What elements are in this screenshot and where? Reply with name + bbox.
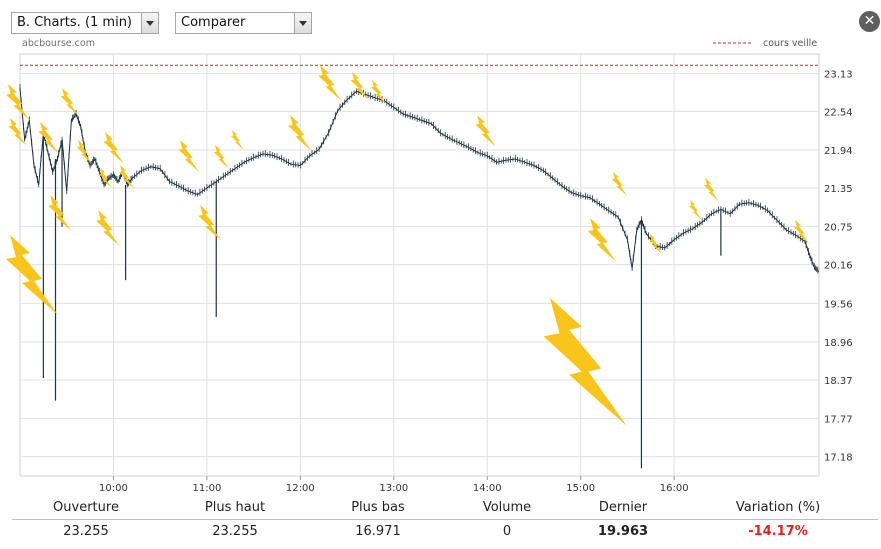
compare-select-value: Comparer [181,15,246,30]
lightning-icon [103,132,125,164]
axis-ticks: 23.13 22.54 21.94 21.35 20.75 20.16 19.56 18.96… [99,69,853,494]
lightning-icon [703,178,720,202]
y-tick-label: 23.13 [824,69,853,80]
lightning-icon [231,130,244,150]
legend-label: cours veille [763,38,817,49]
lightning-icon [793,220,810,244]
x-tick-label: 16:00 [660,483,689,494]
lightning-icon [475,115,497,147]
x-tick-label: 12:00 [286,483,315,494]
stat-label: Variation (%) [735,500,821,515]
x-tick-label: 10:00 [99,483,128,494]
stat-value: 16.971 [355,524,401,539]
lightning-icon [48,195,72,231]
lightning-icon [6,235,58,315]
lightning-icon [543,298,627,426]
compare-select[interactable]: Comparer [175,12,312,34]
x-tick-label: 11:00 [192,483,221,494]
lightning-icon [213,145,230,169]
stat-value: 23.255 [212,524,258,539]
lightning-icon [649,234,662,254]
price-chart: abcbourse.com 23.1322.5421.9421.3520.752… [6,38,853,494]
lightning-icon [99,168,112,188]
y-tick-label: 22.54 [824,107,853,118]
price-series [19,84,820,469]
lightning-icon [6,84,30,120]
lightning-icon [318,65,342,101]
lightning-watermark [6,65,810,426]
stat-label: Volume [482,500,532,515]
lightning-icon [178,140,200,172]
stat-value: -14.17% [748,524,808,539]
y-tick-label: 18.37 [824,376,853,387]
stat-label: Plus bas [351,500,405,515]
y-tick-label: 21.35 [824,184,853,195]
chevron-down-icon[interactable] [294,13,311,33]
series-line [19,88,820,273]
chart-type-select-value: B. Charts. (1 min) [17,15,133,30]
y-tick-label: 20.16 [824,261,853,272]
divider [12,519,878,520]
chart-type-select[interactable]: B. Charts. (1 min) [11,12,159,34]
y-tick-label: 21.94 [824,146,853,157]
lightning-icon [118,165,135,189]
lightning-icon [288,115,312,151]
y-tick-label: 17.77 [824,415,853,426]
x-tick-label: 14:00 [473,483,502,494]
x-tick-label: 15:00 [566,483,595,494]
lightning-icon [76,140,93,164]
stats-bar: Ouverture 23.255 Plus haut 23.255 Plus bas 16… [0,498,881,548]
stat-label: Dernier [598,500,648,515]
x-tick-label: 13:00 [379,483,408,494]
close-icon[interactable]: ✕ [859,11,880,32]
lightning-icon [198,205,222,241]
lightning-icon [38,122,60,154]
lightning-icon [96,210,120,246]
source-label: abcbourse.com [22,38,95,49]
chevron-down-icon[interactable] [141,13,158,33]
stat-label: Ouverture [53,500,119,515]
y-tick-label: 19.56 [824,299,853,310]
stat-value: 0 [502,524,512,539]
lightning-icon [587,218,617,262]
y-tick-label: 18.96 [824,338,853,349]
lightning-icon [8,118,27,146]
y-tick-label: 17.18 [824,453,853,464]
lightning-icon [689,200,702,220]
stat-label: Plus haut [204,500,266,515]
lightning-icon [350,72,369,100]
lightning-icon [370,80,387,104]
stat-value: 23.255 [63,524,109,539]
lightning-icon [611,172,628,196]
legend: cours veille [713,38,817,49]
stat-value: 19.963 [597,524,649,539]
y-tick-label: 20.75 [824,223,853,234]
grid [19,53,820,480]
lightning-icon [60,88,79,116]
